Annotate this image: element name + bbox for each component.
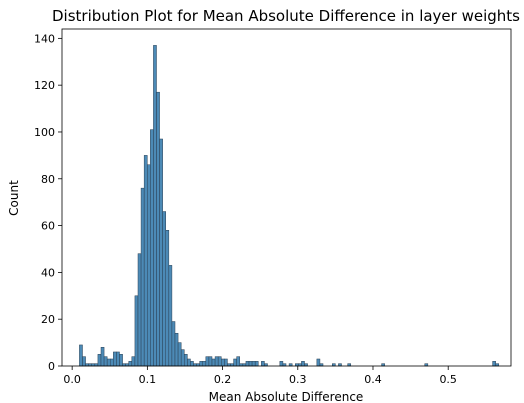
histogram-bar — [97, 354, 102, 367]
histogram-bar — [248, 361, 253, 367]
histogram-bar — [279, 361, 284, 367]
histogram-bar — [261, 361, 265, 367]
histogram-bars — [79, 45, 500, 367]
histogram-bar — [214, 356, 219, 367]
histogram-bar — [137, 253, 142, 367]
x-tick-label: 0.5 — [439, 373, 457, 386]
histogram-bar — [131, 356, 136, 367]
histogram-bar — [106, 358, 111, 367]
histogram-bar — [202, 361, 207, 367]
x-tick-label: 0.0 — [63, 373, 81, 386]
histogram-bar — [150, 129, 154, 367]
histogram-bar — [79, 344, 83, 367]
histogram-bar — [110, 358, 114, 367]
histogram-bar — [199, 361, 203, 367]
histogram-bar — [492, 361, 496, 367]
y-axis-label: Count — [7, 180, 21, 216]
histogram-bar — [211, 358, 216, 367]
histogram-bar — [217, 356, 222, 367]
histogram-bar — [208, 356, 213, 367]
histogram-bar — [82, 356, 86, 367]
histogram-bar — [187, 358, 191, 367]
x-tick-label: 0.4 — [364, 373, 382, 386]
histogram-bar — [177, 342, 182, 367]
histogram-bar — [233, 358, 237, 367]
histogram-bar — [301, 361, 305, 367]
y-tick-label: 40 — [41, 266, 55, 279]
histogram-bar — [174, 332, 179, 367]
histogram-bar — [162, 211, 166, 367]
histogram-bar — [168, 265, 173, 367]
y-tick-label: 0 — [48, 360, 55, 373]
histogram-bar — [119, 354, 123, 367]
y-tick-label: 80 — [41, 173, 55, 186]
histogram-bar — [134, 295, 139, 367]
histogram-bar — [190, 361, 194, 367]
y-tick-label: 20 — [41, 313, 55, 326]
chart-title: Distribution Plot for Mean Absolute Diff… — [52, 7, 520, 25]
y-tick-label: 140 — [34, 32, 55, 45]
histogram-bar — [180, 349, 185, 367]
histogram-bar — [316, 358, 321, 367]
histogram-bar — [147, 164, 151, 367]
histogram-bar — [254, 361, 259, 367]
histogram-bar — [221, 358, 225, 367]
histogram-bar — [205, 356, 210, 367]
histogram-bar — [153, 45, 157, 367]
histogram-bar — [103, 356, 108, 367]
histogram-bar — [165, 230, 170, 367]
histogram-bar — [159, 138, 163, 367]
histogram-bar — [156, 91, 160, 367]
histogram-bar — [184, 354, 188, 367]
y-axis-ticks: 0 20 40 60 80 100 120 140 — [34, 32, 62, 373]
x-axis-ticks: 0.0 0.1 0.2 0.3 0.4 0.5 — [63, 366, 457, 386]
histogram-bar — [251, 361, 256, 367]
y-tick-label: 60 — [41, 220, 55, 233]
histogram-bar — [128, 361, 133, 367]
histogram-bar — [140, 187, 145, 367]
x-tick-label: 0.1 — [139, 373, 157, 386]
plot-frame — [61, 28, 512, 367]
histogram-bar — [100, 347, 105, 367]
histogram-bar — [116, 351, 120, 367]
histogram-bar — [245, 361, 250, 367]
histogram-bar — [236, 356, 240, 367]
histogram-bar — [224, 358, 228, 367]
histogram-bar — [113, 351, 117, 367]
histogram-bar — [143, 155, 148, 367]
x-axis-label: Mean Absolute Difference — [209, 390, 364, 403]
y-tick-label: 120 — [34, 79, 55, 92]
histogram-bar — [171, 321, 176, 367]
y-tick-label: 100 — [34, 126, 55, 139]
x-tick-label: 0.2 — [214, 373, 232, 386]
x-tick-label: 0.3 — [289, 373, 307, 386]
